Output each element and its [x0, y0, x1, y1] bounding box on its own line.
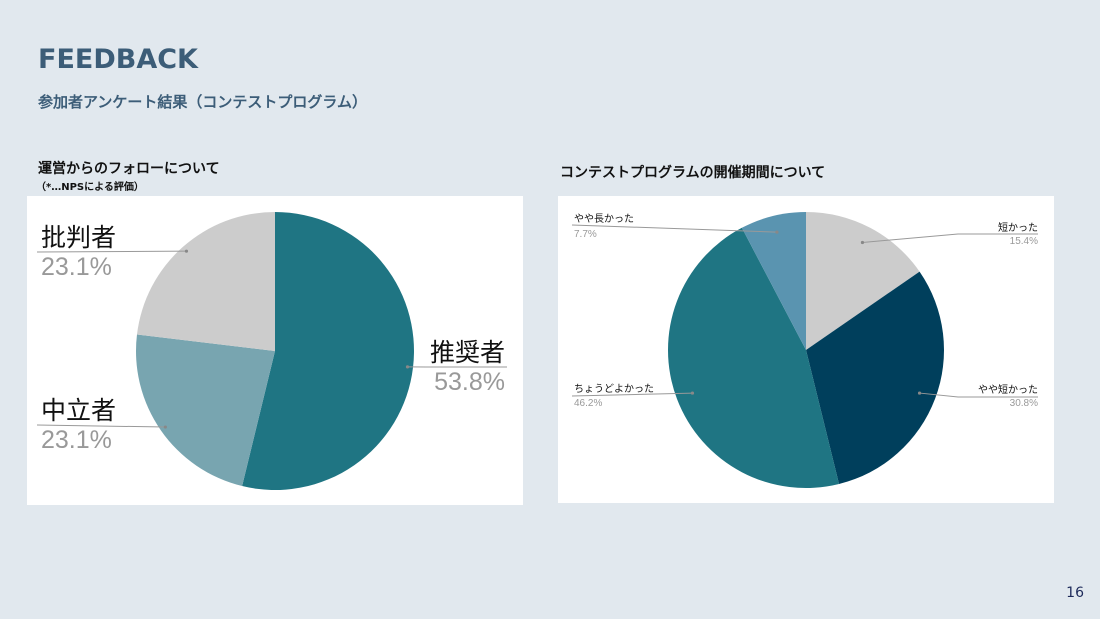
chart1-slice-2-leader	[36, 424, 166, 428]
chart2-slice-3-label: ちょうどよかった	[574, 383, 654, 395]
chart1-slice-3-leader-dot	[184, 249, 189, 253]
chart2-slice-1-leader-dot	[860, 240, 865, 245]
chart2-slice-4-leader-dot	[775, 230, 779, 234]
chart1-slice-3-value: 23.1%	[41, 253, 112, 281]
chart1-slice-1-leader-dot	[405, 365, 410, 369]
chart1-slice-3-leader	[36, 250, 187, 253]
chart1-title: 運営からのフォローについて	[38, 161, 220, 177]
chart2-panel: 短かった 15.4% やや短かった 30.8% ちょうどよかった 46.2% やや長かった 7…	[558, 196, 1054, 503]
chart2-slice-2	[806, 271, 944, 484]
chart1-slice-1	[242, 212, 414, 490]
chart2-slice-4	[741, 212, 806, 350]
chart1-slice-1-value: 53.8%	[434, 368, 505, 396]
slide-title: FEEDBACK	[38, 44, 198, 75]
slide-subtitle: 参加者アンケート結果（コンテストプログラム）	[38, 93, 367, 111]
chart2-title: コンテストプログラムの開催期間について	[560, 165, 826, 181]
chart2-slice-2-label: やや短かった	[978, 383, 1038, 396]
chart2-slice-4-value: 7.7%	[574, 229, 597, 240]
chart2-slice-1-label: 短かった	[998, 221, 1038, 234]
chart1-slice-2	[136, 334, 275, 487]
chart2-slice-4-label: やや長かった	[574, 213, 634, 225]
chart2-slice-3	[668, 227, 840, 488]
chart1-panel: 推奨者 53.8% 中立者 23.1% 批判者 23.1%	[27, 196, 523, 505]
chart2-slice-1	[806, 212, 920, 350]
chart2-slice-2-value: 30.8%	[1010, 398, 1038, 409]
chart2-slice-3-leader-dot	[690, 391, 695, 395]
chart2-svg: 短かった 15.4% やや短かった 30.8% ちょうどよかった 46.2% やや長かった 7…	[571, 212, 1038, 488]
chart2-slice-2-leader-dot	[917, 391, 922, 395]
page-number: 16	[1066, 585, 1084, 601]
chart1-slice-2-leader-dot	[163, 425, 167, 429]
chart2-slice-4-leader	[571, 224, 777, 233]
chart1-slice-2-value: 23.1%	[41, 426, 112, 454]
chart2-slice-2-leader	[919, 392, 1038, 398]
chart1-slice-3	[136, 212, 275, 351]
chart1-note: （*…NPSによる評価）	[36, 182, 144, 193]
chart2-slice-3-value: 46.2%	[574, 398, 602, 409]
chart1-slice-2-label: 中立者	[41, 396, 116, 425]
chart2-slice-1-value: 15.4%	[1010, 236, 1038, 247]
chart2-slice-3-leader	[571, 392, 693, 397]
chart1-slice-1-label: 推奨者	[430, 338, 505, 367]
chart1-slice-3-label: 批判者	[41, 223, 116, 252]
chart2-slice-1-leader	[862, 233, 1038, 243]
